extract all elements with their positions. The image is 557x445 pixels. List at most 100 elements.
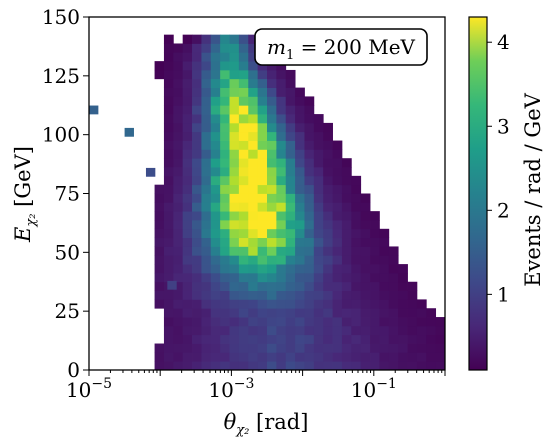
- heatmap-cell: [304, 317, 315, 327]
- heatmap-cell: [248, 290, 259, 300]
- heatmap-cell: [173, 299, 184, 309]
- heatmap-cell: [295, 175, 305, 186]
- heatmap-cell: [360, 255, 371, 265]
- heatmap-cell: [173, 114, 184, 124]
- heatmap-cell: [257, 114, 268, 124]
- heatmap-cell: [173, 246, 184, 256]
- heatmap-cell: [220, 228, 230, 239]
- heatmap-cell: [276, 149, 287, 159]
- heatmap-cell: [285, 114, 296, 124]
- heatmap-cell: [220, 325, 230, 336]
- heatmap-cell: [229, 78, 240, 88]
- heatmap-cell: [220, 122, 230, 133]
- heatmap-cell: [248, 96, 259, 106]
- heatmap-cell: [360, 343, 371, 353]
- heatmap-cell: [210, 43, 221, 53]
- heatmap-cell: [285, 87, 296, 97]
- heatmap-cell: [182, 43, 193, 53]
- heatmap-cell: [229, 114, 240, 124]
- heatmap-cell: [304, 343, 315, 353]
- heatmap-cell: [323, 228, 333, 239]
- heatmap-cell: [285, 246, 296, 256]
- heatmap-cell: [416, 325, 427, 336]
- heatmap-cell: [379, 290, 390, 300]
- heatmap-cell: [304, 325, 315, 336]
- heatmap-cell: [248, 52, 259, 62]
- heatmap-cell: [201, 193, 212, 203]
- heatmap-cell: [238, 290, 249, 300]
- heatmap-cell: [313, 219, 324, 230]
- heatmap-cell: [276, 352, 287, 362]
- heatmap-cell: [379, 308, 390, 318]
- heatmap-cell: [173, 52, 184, 62]
- heatmap-cell: [201, 114, 212, 124]
- heatmap-cell: [341, 361, 352, 370]
- heatmap-cell: [210, 343, 221, 353]
- heatmap-cell: [201, 281, 212, 291]
- heatmap-cell: [416, 299, 427, 309]
- heatmap-cell: [370, 317, 380, 327]
- heatmap-cell: [313, 122, 324, 133]
- heatmap-cell: [257, 87, 268, 97]
- heatmap-cell: [210, 237, 221, 247]
- heatmap-cell: [426, 361, 437, 370]
- heatmap-cell: [210, 255, 221, 265]
- heatmap-cell: [210, 290, 221, 300]
- heatmap-cell: [173, 61, 184, 71]
- heatmap-cell: [257, 211, 268, 221]
- heatmap-cell: [201, 184, 212, 194]
- colorbar: [468, 16, 488, 371]
- heatmap-cell: [192, 175, 202, 186]
- heatmap-cell: [267, 219, 277, 230]
- heatmap-cell: [238, 69, 249, 80]
- heatmap-cell: [257, 299, 268, 309]
- heatmap-cell: [182, 325, 193, 336]
- heatmap-cell: [163, 167, 174, 177]
- heatmap-cell: [220, 281, 230, 291]
- heatmap-cell: [173, 175, 184, 186]
- heatmap-cell: [182, 158, 193, 168]
- heatmap-cell: [210, 264, 221, 274]
- heatmap-cell: [201, 122, 212, 133]
- colorbar-label: Events / rad / GeV: [521, 92, 545, 286]
- heatmap-cell: [229, 52, 240, 62]
- heatmap-cell: [276, 343, 287, 353]
- heatmap-cell: [229, 96, 240, 106]
- heatmap-cell: [210, 361, 221, 370]
- heatmap-cell: [248, 167, 259, 177]
- heatmap-cell: [201, 325, 212, 336]
- heatmap-cell: [351, 219, 362, 230]
- heatmap-cell: [313, 211, 324, 221]
- heatmap-cell: [341, 158, 352, 168]
- heatmap-cell: [276, 131, 287, 141]
- heatmap-cell: [192, 211, 202, 221]
- heatmap-cell: [201, 290, 212, 300]
- heatmap-cell: [267, 131, 277, 141]
- heatmap-cell: [295, 219, 305, 230]
- heatmap-cell: [238, 131, 249, 141]
- heatmap-cell: [173, 317, 184, 327]
- heatmap-cell: [220, 308, 230, 318]
- heatmap-cell: [276, 290, 287, 300]
- y-tick-label: 125: [42, 64, 80, 88]
- heatmap-cell: [173, 184, 184, 194]
- heatmap-cell: [173, 343, 184, 353]
- heatmap-cell: [304, 149, 315, 159]
- heatmap-cell: [276, 334, 287, 344]
- heatmap-cell: [360, 272, 371, 283]
- heatmap-cell: [267, 193, 277, 203]
- heatmap-cell: [220, 193, 230, 203]
- heatmap-cell: [323, 299, 333, 309]
- heatmap-cell: [407, 334, 418, 344]
- heatmap-cell: [229, 202, 240, 212]
- heatmap-cell: [220, 149, 230, 159]
- heatmap-cell: [248, 264, 259, 274]
- heatmap-cell: [304, 96, 315, 106]
- heatmap-cell: [238, 361, 249, 370]
- heatmap-cell: [267, 317, 277, 327]
- heatmap-cell: [248, 228, 259, 239]
- heatmap-cell: [210, 167, 221, 177]
- heatmap-cell: [229, 61, 240, 71]
- heatmap-cell: [332, 158, 343, 168]
- heatmap-cell: [201, 228, 212, 239]
